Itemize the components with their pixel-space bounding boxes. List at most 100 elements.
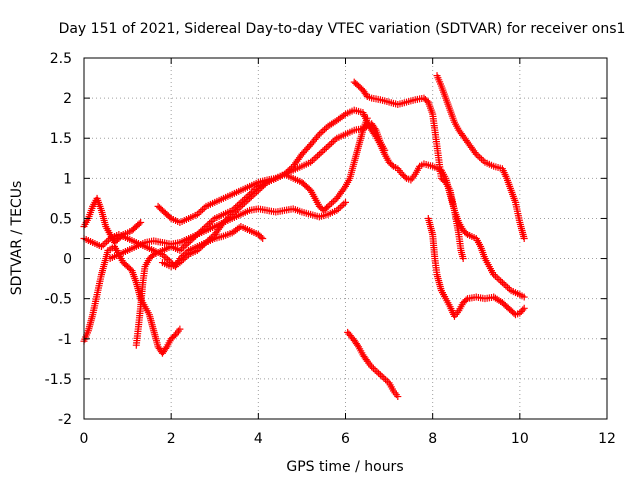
data-point [520,235,528,242]
data-point [371,366,379,374]
y-tick-label: 2 [63,91,72,107]
data-point [338,202,346,210]
data-point [162,344,170,352]
data-point [176,325,184,333]
data-point [328,139,336,147]
data-point [342,198,349,206]
data-point [388,161,396,169]
data-point [375,369,383,377]
data-point [369,364,377,372]
data-point [401,173,409,181]
data-point [322,144,330,152]
data-point [502,282,510,290]
y-tick-label: -1.5 [45,372,72,388]
data-point [319,147,327,155]
x-tick-label: 12 [598,431,616,447]
data-point [462,296,470,304]
data-point [135,220,143,228]
data-point [462,229,470,237]
series-arc-8 [350,78,467,263]
data-point [340,200,348,208]
data-point [181,242,189,250]
data-point [471,149,479,157]
data-point [99,241,107,249]
x-tick-label: 8 [428,431,437,447]
data-point [199,206,207,214]
y-tick-label: 1.5 [50,131,72,147]
data-point [206,219,214,227]
series-arc-11 [344,328,402,401]
data-point [197,207,205,215]
data-point [314,152,322,160]
data-point [328,199,336,207]
x-tick-label: 2 [167,431,176,447]
series-arc-7 [158,222,267,271]
y-tick-label: 2.5 [50,51,72,67]
series-arc-9 [433,72,528,242]
data-point [257,233,265,241]
x-tick-label: 0 [80,431,89,447]
data-point [103,238,111,246]
data-point [336,203,344,211]
data-point [326,141,334,149]
data-point [495,275,503,283]
data-point [178,245,186,253]
data-point [500,280,508,288]
data-point [340,184,348,192]
data-point [323,204,331,212]
data-point [380,374,388,382]
series-arc-5 [154,114,371,226]
data-point [162,254,170,262]
data-point [317,149,325,157]
data-point [459,255,467,263]
data-point [371,125,379,133]
data-point [477,155,485,163]
data-point [493,274,501,282]
data-point [207,218,215,226]
data-point [166,213,174,221]
x-tick-label: 4 [254,431,263,447]
data-point [519,306,527,314]
data-point [520,293,528,301]
y-tick-label: 0 [63,252,72,268]
data-point [381,146,389,154]
x-tick-label: 6 [341,431,350,447]
data-point [321,125,329,133]
data-point [376,371,384,379]
data-point [310,155,318,163]
y-axis-label: SDTVAR / TECUs [9,181,25,296]
data-point [148,252,156,260]
series-arc-6 [106,198,349,263]
series-arc-10 [424,214,528,320]
data-point [321,145,329,153]
data-point [317,129,325,137]
series-arc-1 [80,243,184,357]
data-point [329,137,337,145]
data-point [164,255,172,263]
data-point [476,153,484,161]
data-point [312,153,320,161]
y-tick-label: -2 [58,412,72,428]
data-series [80,72,528,401]
y-tick-label: -0.5 [45,292,72,308]
data-point [363,114,371,122]
data-point [315,150,323,158]
data-point [497,277,505,285]
data-point [319,127,327,135]
data-point [520,304,528,312]
data-point [504,283,512,291]
data-point [324,142,332,150]
x-axis-label: GPS time / hours [286,459,403,475]
chart-title: Day 151 of 2021, Sidereal Day-to-day VTE… [59,21,626,37]
data-point [394,393,402,401]
y-tick-label: 0.5 [50,211,72,227]
axes: 0 2 4 6 8 10 12 -2 -1.5 -1 -0.5 0 0.5 1 1.5 2 2.5 [45,51,616,447]
data-point [329,198,337,206]
y-tick-label: -1 [58,332,72,348]
data-point [137,218,145,226]
x-tick-label: 10 [511,431,529,447]
series-arc-2 [80,194,145,247]
y-tick-label: 1 [63,171,72,187]
data-point [259,235,267,242]
